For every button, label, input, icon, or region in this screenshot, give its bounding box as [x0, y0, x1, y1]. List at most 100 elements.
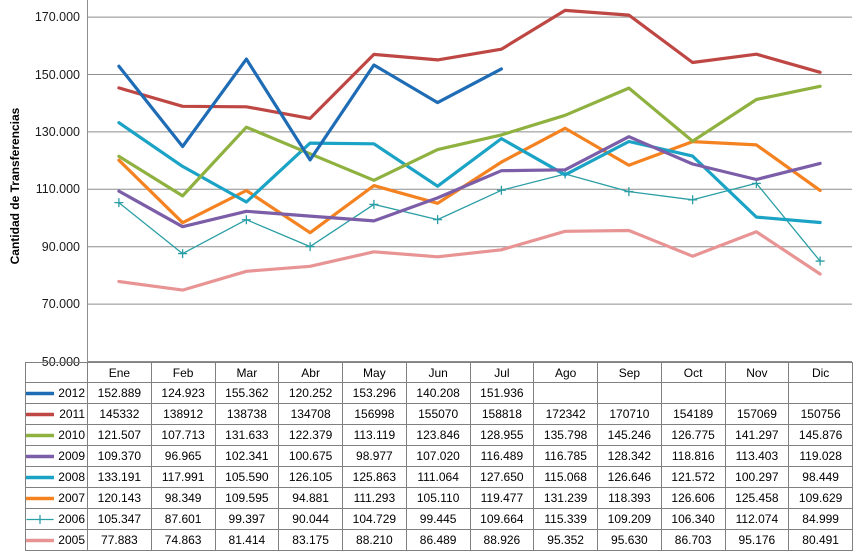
- plus-marker: [114, 198, 124, 208]
- value-cell-2012-dic: [788, 382, 853, 404]
- legend-item-2007: 2007: [25, 487, 88, 509]
- value-cell-2008-may: 125.863: [342, 466, 407, 488]
- value-cell-2007-ago: 131.239: [533, 487, 598, 509]
- value-cell-2012-nov: [724, 382, 790, 404]
- series-line-2005: [117, 228, 822, 292]
- value-cell-2008-feb: 117.991: [150, 466, 216, 488]
- value-cell-2009-dic: 119.028: [788, 445, 853, 467]
- value-cell-2011-sep: 170710: [597, 403, 662, 425]
- value-cell-2008-ene: 133.191: [87, 466, 152, 488]
- y-axis-tick: 130.000: [34, 124, 80, 139]
- table-row-2006: 2006 105.347 87.601 99.397 90.044 104.729 99.4…: [25, 508, 853, 530]
- legend-item-2005: 2005: [25, 529, 88, 551]
- legend-key-2010: [26, 433, 54, 437]
- value-cell-2007-ene: 120.143: [87, 487, 152, 509]
- legend-item-2008: 2008: [25, 466, 88, 488]
- legend-year-label: 2010: [58, 428, 85, 442]
- value-cell-2012-mar: 155.362: [214, 382, 280, 404]
- value-cell-2012-jul: 151.936: [469, 382, 535, 404]
- legend-year-label: 2012: [58, 386, 85, 400]
- line-chart-plot: [87, 0, 852, 362]
- value-cell-2008-abr: 126.105: [278, 466, 343, 488]
- value-cell-2011-oct: 154189: [660, 403, 726, 425]
- table-row-2012: 2012 152.889 124.923 155.362 120.252 153.296 1…: [25, 382, 853, 404]
- legend-key-2011: [26, 412, 54, 416]
- value-cell-2006-ene: 105.347: [87, 508, 152, 530]
- value-cell-2007-may: 111.293: [342, 487, 407, 509]
- value-cell-2005-nov: 95.176: [724, 529, 790, 551]
- value-cell-2010-ago: 135.798: [533, 424, 598, 446]
- legend-year-label: 2011: [59, 407, 85, 421]
- y-axis-tick: 170.000: [34, 10, 80, 25]
- legend-key-2012: [26, 391, 54, 395]
- value-cell-2010-oct: 126.775: [660, 424, 726, 446]
- value-cell-2008-oct: 121.572: [660, 466, 726, 488]
- value-cell-2010-feb: 107.713: [150, 424, 216, 446]
- table-row-2007: 2007 120.143 98.349 109.595 94.881 111.293 105…: [25, 487, 853, 509]
- month-header-jun: Jun: [405, 362, 471, 383]
- legend-item-2009: 2009: [25, 445, 88, 467]
- plus-marker: [496, 185, 506, 195]
- month-header-may: May: [342, 362, 407, 383]
- value-cell-2012-may: 153.296: [342, 382, 407, 404]
- value-cell-2009-ene: 109.370: [87, 445, 152, 467]
- value-cell-2012-jun: 140.208: [405, 382, 471, 404]
- month-header-sep: Sep: [597, 362, 662, 383]
- value-cell-2009-sep: 128.342: [597, 445, 662, 467]
- value-cell-2007-nov: 125.458: [724, 487, 790, 509]
- value-cell-2010-jul: 128.955: [469, 424, 535, 446]
- table-row-2011: 2011 145332 138912 138738 134708 156998 155070…: [25, 403, 853, 425]
- value-cell-2005-mar: 81.414: [214, 529, 280, 551]
- value-cell-2006-dic: 84.999: [788, 508, 853, 530]
- value-cell-2008-sep: 126.646: [597, 466, 662, 488]
- value-cell-2006-nov: 112.074: [724, 508, 790, 530]
- value-cell-2007-jun: 105.110: [405, 487, 471, 509]
- series-line-2008: [117, 121, 822, 225]
- month-header-jul: Jul: [469, 362, 535, 383]
- value-cell-2008-mar: 105.590: [214, 466, 280, 488]
- series-line-2012: [117, 57, 503, 162]
- table-row-2009: 2009 109.370 96.965 102.341 100.675 98.977 107…: [25, 445, 853, 467]
- value-cell-2011-jul: 158818: [469, 403, 535, 425]
- legend-year-label: 2005: [58, 533, 85, 547]
- value-cell-2008-nov: 100.297: [724, 466, 790, 488]
- value-cell-2006-ago: 115.339: [533, 508, 598, 530]
- chart-data-table: Ene Feb Mar Abr May Jun Jul Ago Sep Oct Nov Dic 2012…: [25, 362, 853, 551]
- plus-marker: [178, 249, 188, 259]
- legend-year-label: 2007: [58, 491, 85, 505]
- month-header-feb: Feb: [150, 362, 216, 383]
- y-axis-tick: 70.000: [41, 297, 80, 312]
- value-cell-2010-mar: 131.633: [214, 424, 280, 446]
- value-cell-2010-jun: 123.846: [405, 424, 471, 446]
- legend-key-2006: [26, 514, 54, 524]
- value-cell-2012-feb: 124.923: [150, 382, 216, 404]
- value-cell-2006-may: 104.729: [342, 508, 407, 530]
- legend-key-2007: [26, 496, 54, 500]
- table-row-2008: 2008 133.191 117.991 105.590 126.105 125.863 1…: [25, 466, 853, 488]
- value-cell-2005-abr: 83.175: [278, 529, 343, 551]
- value-cell-2009-jul: 116.489: [469, 445, 535, 467]
- legend-key-2005: [26, 538, 54, 542]
- value-cell-2009-nov: 113.403: [724, 445, 790, 467]
- value-cell-2008-ago: 115.068: [533, 466, 598, 488]
- month-header-mar: Mar: [214, 362, 280, 383]
- month-header-abr: Abr: [278, 362, 343, 383]
- value-cell-2005-jul: 88.926: [469, 529, 535, 551]
- value-cell-2007-abr: 94.881: [278, 487, 343, 509]
- table-row-2010: 2010 121.507 107.713 131.633 122.379 113.119 1…: [25, 424, 853, 446]
- value-cell-2010-may: 113.119: [342, 424, 407, 446]
- month-header-ago: Ago: [533, 362, 598, 383]
- value-cell-2006-mar: 99.397: [214, 508, 280, 530]
- value-cell-2006-jun: 99.445: [405, 508, 471, 530]
- value-cell-2005-ago: 95.352: [533, 529, 598, 551]
- value-cell-2012-sep: [597, 382, 662, 404]
- value-cell-2008-dic: 98.449: [788, 466, 853, 488]
- value-cell-2009-feb: 96.965: [150, 445, 216, 467]
- value-cell-2005-ene: 77.883: [87, 529, 152, 551]
- legend-item-2012: 2012: [25, 382, 88, 404]
- value-cell-2012-ene: 152.889: [87, 382, 152, 404]
- value-cell-2007-oct: 126.606: [660, 487, 726, 509]
- plus-marker: [815, 256, 825, 266]
- value-cell-2010-abr: 122.379: [278, 424, 343, 446]
